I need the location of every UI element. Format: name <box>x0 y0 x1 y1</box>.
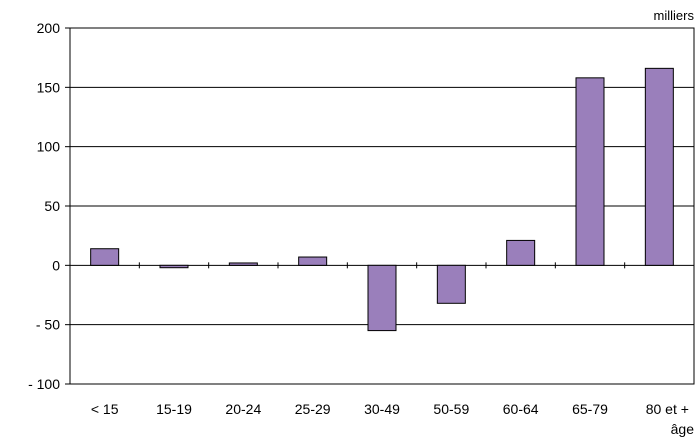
x-category-label: 65-79 <box>572 401 608 417</box>
bars <box>90 67 674 332</box>
x-axis-labels: < 15 15-19 20-24 25-29 30-49 50-59 60-64 65-79 8… <box>91 401 689 417</box>
bar <box>90 248 120 266</box>
bar <box>298 256 328 266</box>
bar <box>436 264 466 304</box>
x-category-label: 50-59 <box>433 401 469 417</box>
x-category-label: 15-19 <box>156 401 192 417</box>
bar <box>367 264 397 332</box>
y-tick-label: 100 <box>37 139 61 155</box>
x-category-label: 25-29 <box>295 401 331 417</box>
y-tick-label: - 50 <box>36 317 60 333</box>
x-category-label: 30-49 <box>364 401 400 417</box>
x-category-label: 80 et + <box>646 401 689 417</box>
bar <box>159 264 189 269</box>
x-category-label: 60-64 <box>503 401 539 417</box>
y-tick-label: 0 <box>52 257 60 273</box>
y-tick-label: 150 <box>37 79 61 95</box>
bar <box>228 262 258 266</box>
bar <box>506 239 536 266</box>
y-tick-label: - 100 <box>28 376 60 392</box>
x-axis-title: âge <box>671 421 695 437</box>
x-category-label: < 15 <box>91 401 119 417</box>
x-category-label: 20-24 <box>225 401 261 417</box>
y-axis-ticks: 200 150 100 50 0 - 50 - 100 <box>28 20 70 392</box>
y-tick-label: 50 <box>44 198 60 214</box>
bar <box>644 67 674 266</box>
y-tick-label: 200 <box>37 20 61 36</box>
bar <box>575 77 605 266</box>
plot-frame <box>69 27 695 385</box>
y-axis-unit-label: milliers <box>654 8 695 23</box>
